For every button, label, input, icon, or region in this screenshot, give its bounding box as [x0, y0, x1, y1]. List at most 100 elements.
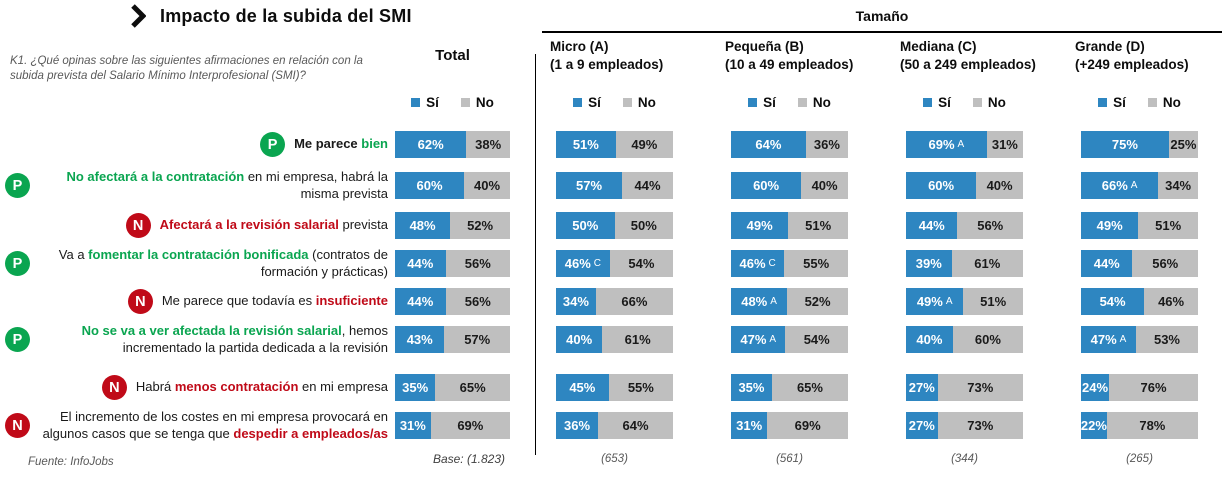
- legend-item-no: No: [797, 95, 831, 110]
- stacked-bar-micro: 45% 55%: [556, 374, 673, 401]
- si-value: 44%: [407, 294, 434, 309]
- no-value: 73%: [967, 380, 994, 395]
- legend-label-no: No: [987, 95, 1006, 110]
- no-segment: 73%: [937, 412, 1023, 439]
- si-segment: 46% C: [556, 250, 610, 277]
- stacked-bar-mediana: 60% 40%: [906, 172, 1023, 199]
- legend-item-si: Sí: [748, 95, 776, 110]
- legend-label-no: No: [1162, 95, 1181, 110]
- si-value: 44%: [918, 218, 945, 233]
- no-swatch: [972, 98, 982, 107]
- legend-label-no: No: [812, 95, 831, 110]
- legend-micro: Sí No: [531, 95, 698, 110]
- label-segment: insuficiente: [315, 293, 388, 309]
- si-value: 75%: [1111, 137, 1138, 152]
- no-value: 60%: [974, 332, 1001, 347]
- si-value: 69%: [928, 137, 955, 152]
- si-value: 45%: [569, 380, 596, 395]
- si-value: 47%: [740, 332, 767, 347]
- badge-n-icon: N: [5, 413, 30, 438]
- column-header-micro: Micro (A) (1 a 9 empleados): [550, 38, 663, 74]
- stacked-bar-total: 48% 52%: [395, 212, 510, 239]
- no-segment: 56%: [445, 250, 510, 277]
- base-grande: (265): [1126, 453, 1153, 465]
- si-segment: 40%: [906, 326, 953, 353]
- no-segment: 44%: [622, 172, 673, 199]
- row-label: N Habrá menos contratación en mi empresa: [5, 374, 388, 401]
- no-value: 25%: [1170, 137, 1197, 152]
- stacked-bar-pequena: 64% 36%: [731, 131, 848, 158]
- no-swatch: [797, 98, 807, 107]
- si-value: 60%: [416, 178, 443, 193]
- legend-pequena: Sí No: [706, 95, 873, 110]
- si-value: 27%: [908, 380, 935, 395]
- significance-letter: A: [945, 296, 953, 307]
- si-segment: 60%: [731, 172, 802, 199]
- si-value: 57%: [576, 178, 603, 193]
- si-value: 48%: [741, 294, 768, 309]
- no-value: 56%: [464, 294, 491, 309]
- no-value: 40%: [986, 178, 1013, 193]
- no-segment: 69%: [430, 412, 510, 439]
- no-swatch: [1147, 98, 1157, 107]
- si-value: 60%: [928, 178, 955, 193]
- si-value: 49%: [916, 294, 943, 309]
- significance-letter: A: [957, 139, 965, 150]
- no-value: 57%: [464, 332, 491, 347]
- label-segment: menos contratación: [174, 379, 299, 395]
- legend-label-si: Sí: [1113, 95, 1126, 110]
- badge-p-icon: P: [5, 327, 30, 352]
- si-value: 43%: [406, 332, 433, 347]
- label-segment: El incremento de los costes en mi empres…: [42, 409, 388, 441]
- no-value: 55%: [803, 256, 830, 271]
- column-label: Grande (D): [1075, 39, 1145, 54]
- legend-item-si: Sí: [411, 95, 439, 110]
- no-value: 51%: [980, 294, 1007, 309]
- row-label: N Afectará a la revisión salarial previst…: [5, 212, 388, 239]
- si-segment: 69% A: [906, 131, 987, 158]
- row-label-text: Va a fomentar la contratación bonificada…: [39, 247, 388, 280]
- no-segment: 55%: [784, 250, 848, 277]
- no-segment: 40%: [801, 172, 848, 199]
- significance-letter: A: [769, 334, 777, 345]
- label-segment: , hemos incrementado la partida dedicada…: [122, 323, 388, 355]
- row-label-text: Habrá menos contratación en mi empresa: [136, 379, 388, 396]
- stacked-bar-pequena: 49% 51%: [731, 212, 848, 239]
- badge-n-icon: N: [125, 213, 151, 238]
- label-segment: No afectará a la contratación: [66, 169, 245, 184]
- stacked-bar-total: 31% 69%: [395, 412, 510, 439]
- row-label-text: Afectará a la revisión salarial prevista: [160, 217, 388, 234]
- no-value: 61%: [624, 332, 651, 347]
- si-segment: 44%: [395, 288, 446, 315]
- tamano-group-header: Tamaño: [855, 8, 909, 24]
- stacked-bar-micro: 57% 44%: [556, 172, 673, 199]
- label-segment: en mi empresa: [298, 379, 388, 395]
- stacked-bar-mediana: 27% 73%: [906, 374, 1023, 401]
- no-segment: 65%: [435, 374, 510, 401]
- stacked-bar-pequena: 35% 65%: [731, 374, 848, 401]
- column-header-pequena: Pequeña (B) (10 a 49 empleados): [725, 38, 853, 74]
- no-value: 40%: [473, 178, 501, 193]
- stacked-bar-pequena: 46% C 55%: [731, 250, 848, 277]
- si-segment: 46% C: [731, 250, 785, 277]
- si-segment: 51%: [556, 131, 616, 158]
- no-value: 44%: [634, 178, 661, 193]
- si-value: 51%: [572, 137, 599, 152]
- stacked-bar-total: 43% 57%: [395, 326, 510, 353]
- row-label: P No se va a ver afectada la revisión sal…: [5, 323, 388, 355]
- stacked-bar-micro: 36% 64%: [556, 412, 673, 439]
- row-label-text: El incremento de los costes en mi empres…: [39, 409, 388, 442]
- badge-p-icon: P: [260, 132, 286, 157]
- si-segment: 44%: [906, 212, 958, 239]
- si-value: 49%: [746, 218, 773, 233]
- no-value: 61%: [974, 256, 1001, 271]
- si-segment: 31%: [395, 412, 431, 439]
- row-label: P No afectará a la contratación en mi emp…: [5, 169, 388, 201]
- stacked-bar-grande: 24% 76%: [1081, 374, 1198, 401]
- stacked-bar-total: 62% 38%: [395, 131, 510, 158]
- si-segment: 43%: [395, 326, 445, 353]
- no-segment: 64%: [598, 412, 673, 439]
- si-segment: 60%: [395, 172, 464, 199]
- legend-label-si: Sí: [763, 95, 776, 110]
